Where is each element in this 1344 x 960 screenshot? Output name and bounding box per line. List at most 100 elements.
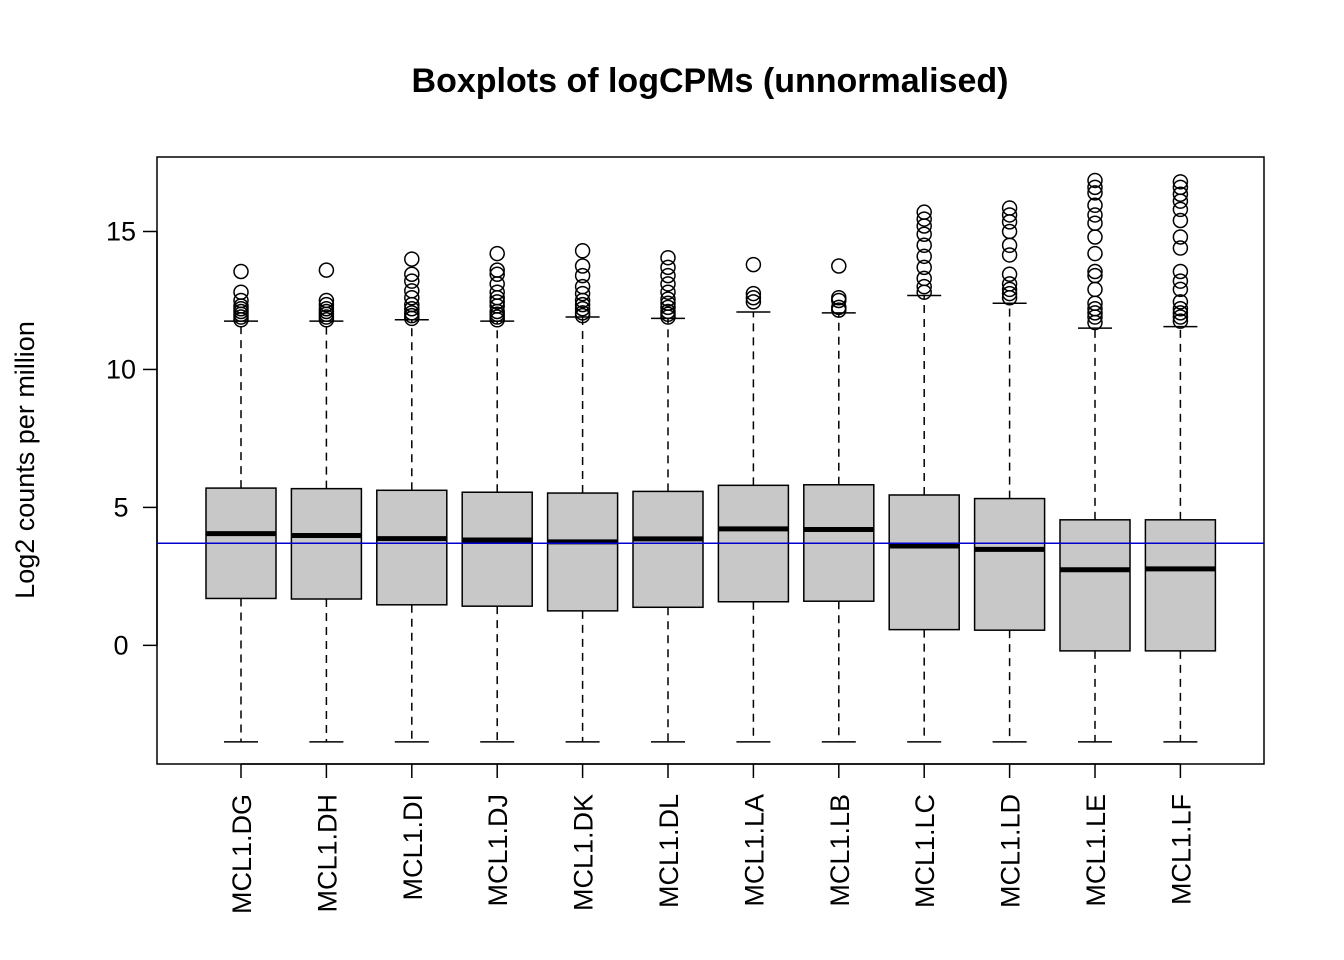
x-tick-label: MCL1.DI [398,794,428,901]
outlier-point [574,258,591,274]
x-tick-label: MCL1.LA [739,794,769,907]
outlier-point [1001,223,1018,240]
outlier-point [1087,301,1103,317]
outlier-point [574,296,591,313]
x-tick-label: MCL1.LB [825,794,855,907]
outlier-point [404,289,420,306]
outlier-point [1087,267,1103,284]
iqr-box [632,490,704,609]
outlier-point [660,259,676,276]
outlier-point [574,285,591,302]
outlier-point [916,211,932,227]
outlier-point [404,266,420,283]
outlier-point [916,226,932,243]
outlier-point [489,245,505,262]
outlier-point [1172,212,1189,229]
box-MCL1.DJ [461,245,533,743]
outlier-point [1087,185,1103,201]
outlier-point [233,292,249,309]
outlier-point [1001,281,1018,298]
outlier-point [574,243,591,259]
outlier-point [660,284,676,300]
chart-title: Boxplots of logCPMs (unnormalised) [412,62,1009,100]
box-MCL1.DG [205,263,277,743]
outlier-point [745,294,762,310]
outlier-point [745,256,762,273]
outlier-point [489,266,505,283]
y-tick-label: 15 [106,216,136,246]
outlier-point [1172,305,1189,321]
outlier-point [1172,294,1189,310]
box-MCL1.LB [803,258,875,743]
x-tick-label: MCL1.LC [910,794,940,908]
box-MCL1.LD [973,200,1046,743]
outlier-point [574,305,591,321]
box-MCL1.LE [1059,172,1131,743]
outlier-point [318,301,335,317]
box-MCL1.DK [546,243,619,743]
outlier-point [489,294,505,310]
box-MCL1.DI [376,251,448,743]
outlier-point [1087,207,1103,223]
iqr-box [888,494,960,631]
x-tick-label: MCL1.LE [1081,794,1111,907]
outlier-point [660,267,676,284]
outlier-point [1172,201,1189,218]
x-tick-label: MCL1.DG [227,794,257,914]
outlier-point [233,263,249,280]
y-axis-label: Log2 counts per million [10,321,40,599]
outlier-point [1172,301,1189,317]
outlier-point [1087,197,1103,214]
outlier-point [916,259,932,276]
outlier-point [1087,305,1103,321]
outlier-point [318,262,335,278]
outlier-point [660,295,676,311]
outlier-point [916,270,932,287]
y-tick-label: 10 [106,354,136,384]
box-MCL1.LF [1144,174,1217,743]
iqr-box [1144,519,1217,652]
outlier-point [233,284,249,300]
outlier-point [1001,207,1018,223]
outlier-point [1172,179,1189,196]
outlier-point [1087,245,1103,262]
box-MCL1.DL [632,249,704,743]
box-MCL1.LC [888,204,960,743]
outlier-point [831,258,847,274]
x-tick-label: MCL1.LF [1166,794,1196,905]
outlier-point [1001,266,1018,283]
outlier-point [1087,263,1103,280]
outlier-point [916,248,932,265]
outlier-point [1001,237,1018,254]
outlier-point [1172,313,1189,329]
x-tick-label: MCL1.DK [569,794,599,911]
outlier-point [1001,200,1018,216]
outlier-point [660,299,676,316]
y-axis: 0 5 10 15 [106,216,158,660]
outlier-point [1087,172,1103,189]
iqr-box [973,497,1046,631]
x-tick-label: MCL1.DL [654,794,684,908]
outlier-point [916,204,932,220]
outlier-point [318,292,335,309]
outlier-point [489,262,505,278]
outlier-point [660,276,676,292]
outlier-point [1001,247,1018,263]
outlier-point [404,283,420,299]
outlier-point [660,291,676,307]
outlier-point [404,301,420,317]
outlier-point [660,249,676,266]
outlier-point [489,284,505,300]
outlier-point [1172,281,1189,298]
outlier-point [1172,229,1189,245]
outlier-point [574,278,591,295]
outlier-point [1172,174,1189,190]
outlier-point [916,237,932,254]
iqr-box [546,492,619,612]
x-tick-label: MCL1.DJ [483,794,513,907]
outlier-point [1001,285,1018,302]
x-axis: MCL1.DG MCL1.DH MCL1.DI MCL1.DJ MCL1.DK MCL1.… [227,763,1196,914]
x-tick-label: MCL1.LD [996,794,1026,908]
